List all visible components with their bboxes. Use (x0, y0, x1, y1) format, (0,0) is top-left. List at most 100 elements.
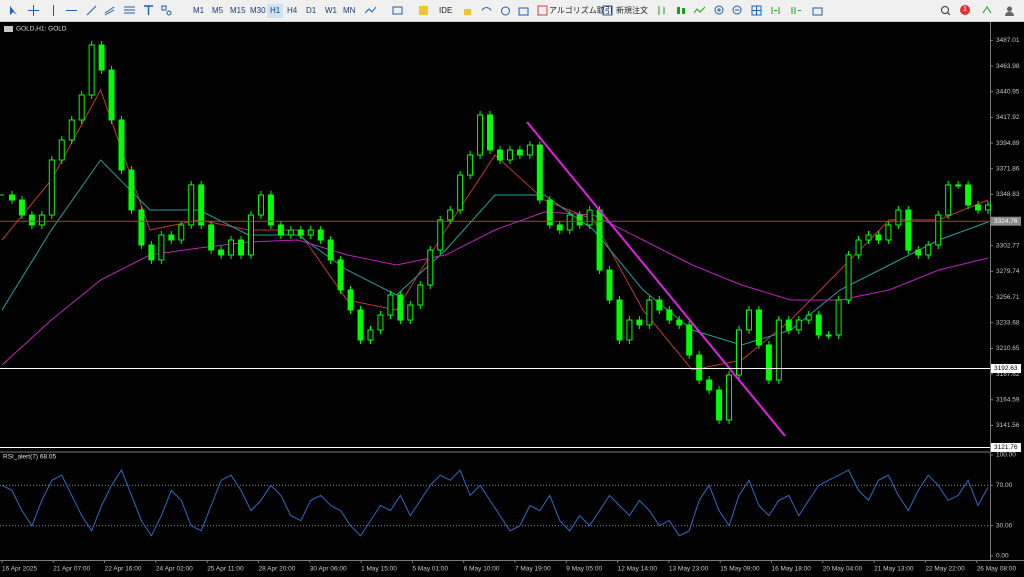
candle-body (606, 269, 613, 301)
vline-icon[interactable] (48, 5, 59, 16)
timeframe-button[interactable]: D1 (306, 6, 317, 15)
candle-body (736, 329, 743, 376)
timeframe-button[interactable]: H4 (287, 6, 298, 15)
candle-body (795, 319, 802, 331)
x-tick-label: 22 Apr 16:00 (105, 566, 142, 573)
fibo-icon[interactable] (124, 5, 135, 16)
candle-body (516, 149, 523, 156)
candle-body (925, 244, 932, 256)
candle-body (467, 154, 474, 176)
candle-body (576, 214, 583, 226)
candle-body (307, 229, 314, 236)
hline-icon[interactable] (66, 5, 77, 16)
candle-body (666, 309, 673, 321)
moving-average (1, 88, 989, 371)
zoom-in-icon[interactable] (714, 5, 725, 16)
cursor-icon[interactable] (8, 5, 19, 16)
trendline-icon[interactable] (86, 5, 97, 16)
shift-icon[interactable] (790, 5, 801, 16)
crosshair-icon[interactable] (28, 5, 39, 16)
candle-body (297, 229, 304, 236)
candle-body (198, 184, 205, 226)
timeframe-button[interactable]: M1 (193, 6, 205, 15)
x-tick-label: 12 May 14:00 (618, 566, 658, 573)
timeframe-button[interactable]: M15 (230, 6, 246, 15)
candle-body (905, 209, 912, 251)
metaeditor-icon[interactable] (418, 5, 429, 16)
autoscroll-icon[interactable] (770, 5, 781, 16)
candles-icon[interactable] (675, 5, 686, 16)
candle-body (536, 144, 543, 201)
x-tick-label: 30 Apr 06:00 (310, 566, 347, 573)
x-tick-label: 25 Apr 11:00 (207, 566, 244, 573)
candle-body (775, 319, 782, 381)
candle-body (68, 119, 75, 141)
screenshot-icon[interactable] (812, 5, 823, 16)
user-icon[interactable] (1004, 5, 1015, 16)
candle-body (48, 159, 55, 216)
y-tick-label: 3302.77 (996, 242, 1020, 249)
timeframe-button[interactable]: M5 (212, 6, 224, 15)
algo-icon[interactable] (537, 5, 548, 16)
candle-body (745, 309, 752, 331)
timeframe-button[interactable]: H1 (267, 4, 284, 18)
candle-body (78, 94, 85, 121)
moving-average (1, 159, 989, 346)
tile-icon[interactable] (751, 5, 762, 16)
text-icon[interactable] (143, 5, 154, 16)
candle-body (765, 344, 772, 381)
line-icon[interactable] (694, 5, 705, 16)
candle-body (696, 354, 703, 381)
candle-body (118, 119, 125, 171)
price-level-tag (991, 363, 1021, 373)
candle-body (965, 184, 972, 206)
y-tick-label: 3394.89 (996, 140, 1020, 147)
timeframe-button[interactable]: W1 (325, 6, 337, 15)
notification-badge[interactable]: 1 (960, 5, 970, 15)
candle-body (646, 299, 653, 326)
search-icon[interactable] (940, 5, 951, 16)
vps-icon[interactable] (982, 5, 993, 16)
timeframe-button[interactable]: M30 (250, 6, 266, 15)
order-icon[interactable] (602, 5, 613, 16)
x-tick-label: 9 May 05:00 (566, 566, 602, 573)
candle-body (188, 184, 195, 226)
candle-body (247, 214, 254, 256)
candle-body (556, 224, 563, 231)
chart-type-icon[interactable] (365, 5, 376, 16)
candle-body (487, 114, 494, 151)
toolbar-button[interactable]: アルゴリズム取引 (549, 6, 613, 15)
toolbar-button[interactable]: IDE (439, 6, 453, 15)
cloud-icon[interactable] (500, 5, 511, 16)
x-tick-label: 16 May 18:00 (772, 566, 812, 573)
template-icon[interactable] (392, 5, 403, 16)
y-tick-label: 100.00 (996, 452, 1016, 459)
candle-body (287, 229, 294, 236)
channel-icon[interactable] (104, 5, 115, 16)
candle-body (138, 209, 145, 246)
y-tick-label: 3164.59 (996, 396, 1020, 403)
toolbar-button[interactable]: 新規注文 (616, 6, 648, 15)
candle-body (267, 194, 274, 226)
market-icon[interactable] (518, 5, 529, 16)
signal-icon[interactable] (481, 5, 492, 16)
bars-icon[interactable] (656, 5, 667, 16)
timeframe-button[interactable]: MN (343, 6, 356, 15)
candle-body (526, 144, 533, 156)
candle-body (546, 199, 553, 226)
candle-body (726, 374, 733, 421)
candle-body (845, 254, 852, 301)
y-tick-label: 3256.71 (996, 294, 1020, 301)
x-tick-label: 20 May 04:00 (823, 566, 863, 573)
zoom-out-icon[interactable] (732, 5, 743, 16)
x-tick-label: 26 May 08:00 (977, 566, 1017, 573)
candle-body (885, 224, 892, 241)
candle-body (148, 244, 155, 261)
lock-icon[interactable] (462, 5, 473, 16)
indicator-title: RSI_alert(7) 68.05 (3, 454, 56, 461)
y-tick-label: 3348.83 (996, 191, 1020, 198)
x-tick-label: 15 May 09:00 (720, 566, 760, 573)
x-tick-label: 7 May 19:00 (515, 566, 551, 573)
shapes-icon[interactable] (161, 5, 172, 16)
